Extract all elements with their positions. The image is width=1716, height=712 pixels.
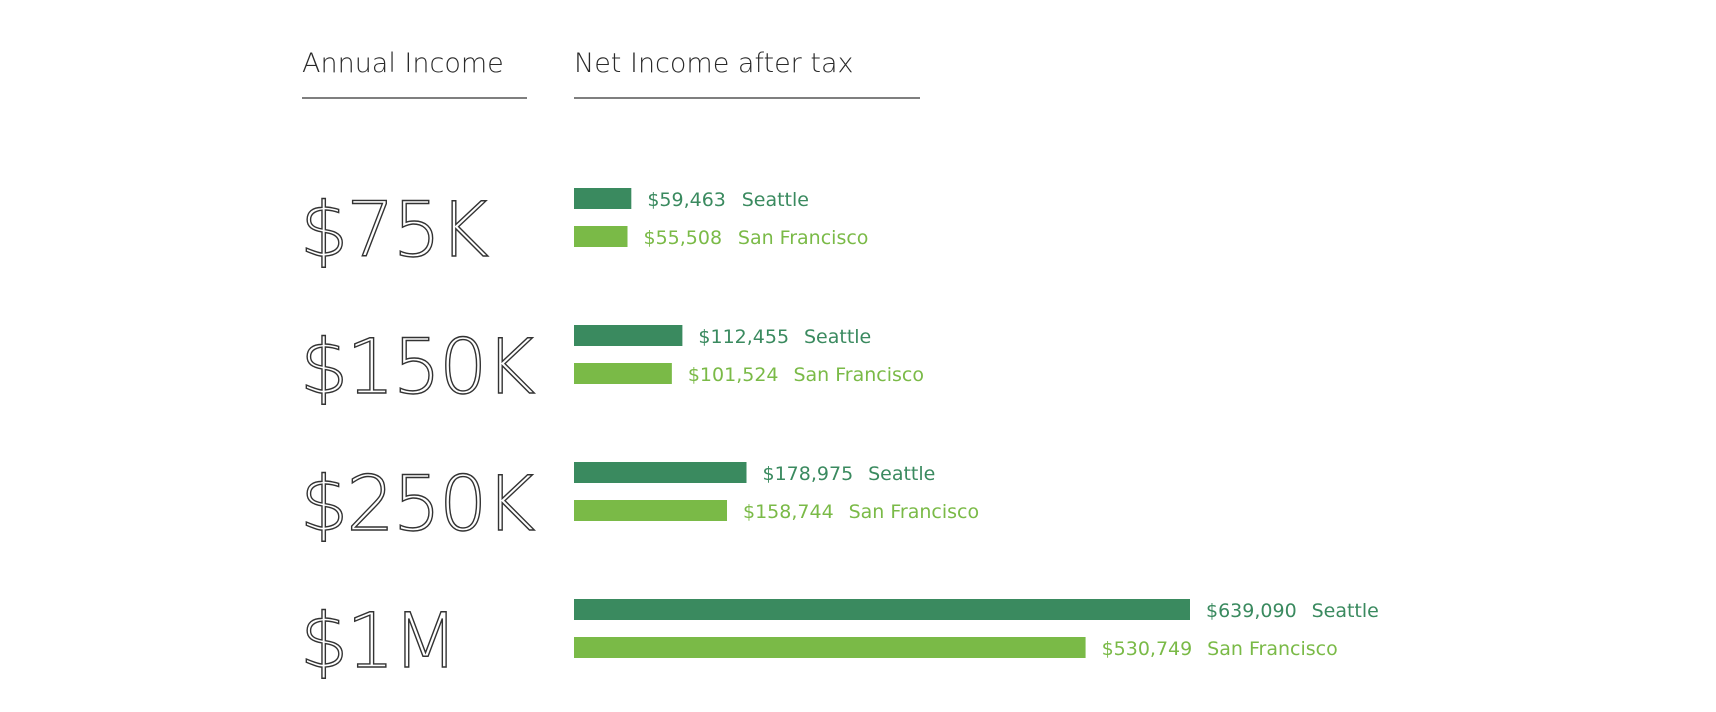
value-label: $55,508 <box>644 227 723 249</box>
series-name-label: Seattle <box>804 326 871 348</box>
value-label: $178,975 <box>763 463 854 485</box>
value-label: $59,463 <box>647 189 726 211</box>
series-name-label: Seattle <box>868 463 935 485</box>
category-label: $150K <box>300 322 534 411</box>
bar-seattle <box>574 599 1190 620</box>
category-label: $250K <box>300 459 534 548</box>
value-label: $158,744 <box>743 501 834 523</box>
bar-seattle <box>574 325 683 346</box>
value-label: $639,090 <box>1206 600 1297 622</box>
header-annual-income: Annual Income <box>302 48 504 79</box>
series-name-label: San Francisco <box>793 364 924 386</box>
series-name-label: San Francisco <box>738 227 869 249</box>
header-net-income: Net Income after tax <box>574 48 853 79</box>
bar-san-francisco <box>574 500 728 521</box>
category-label: $75K <box>300 185 488 274</box>
series-name-label: Seattle <box>742 189 809 211</box>
category-label: $1M <box>300 596 456 685</box>
bar-seattle <box>574 462 747 483</box>
bar-san-francisco <box>574 637 1086 658</box>
series-name-label: Seattle <box>1312 600 1379 622</box>
chart-rows: $75K $59,463 Seattle$55,508 San Francisco$1… <box>299 184 1379 685</box>
bar-san-francisco <box>574 226 628 247</box>
bar-seattle <box>574 188 632 209</box>
value-label: $530,749 <box>1102 638 1193 660</box>
series-name-label: San Francisco <box>1207 638 1338 660</box>
value-label: $101,524 <box>688 364 779 386</box>
series-name-label: San Francisco <box>849 501 980 523</box>
value-label: $112,455 <box>698 326 789 348</box>
bar-san-francisco <box>574 363 672 384</box>
